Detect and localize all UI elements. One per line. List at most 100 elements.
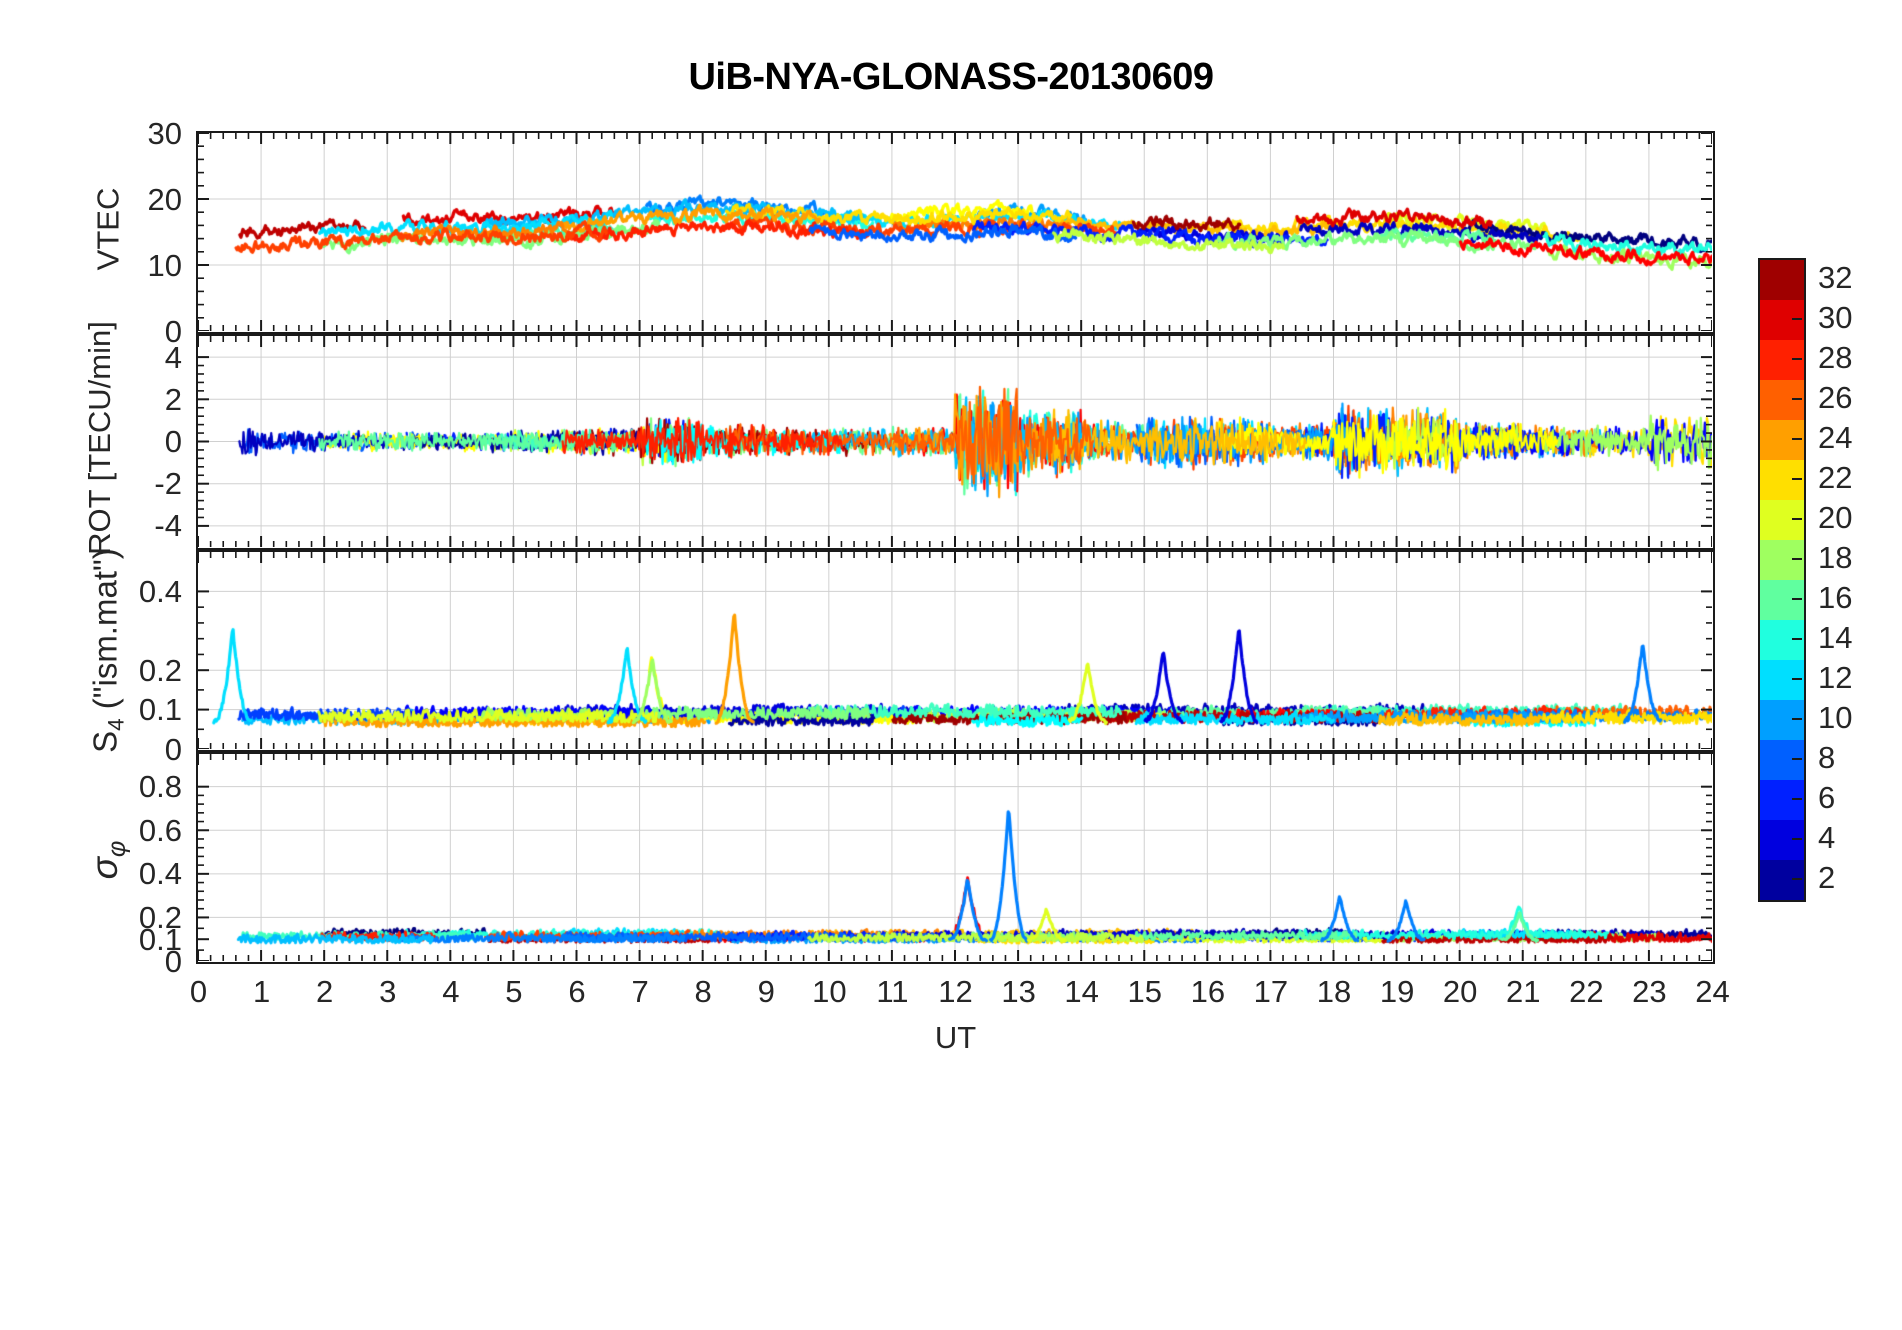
colorbar-band bbox=[1760, 580, 1804, 620]
colorbar-band bbox=[1760, 540, 1804, 580]
colorbar-band bbox=[1760, 660, 1804, 700]
colorbar-tick-mark bbox=[1792, 478, 1802, 480]
colorbar-tick-label: 24 bbox=[1818, 420, 1853, 455]
x-tick-label: 23 bbox=[1632, 974, 1667, 1009]
colorbar-band bbox=[1760, 620, 1804, 660]
panel-s4 bbox=[196, 550, 1715, 752]
x-tick-label: 19 bbox=[1379, 974, 1415, 1009]
colorbar-tick-mark bbox=[1792, 678, 1802, 680]
panel-rot-ytick: 2 bbox=[164, 381, 182, 417]
x-tick-label: 13 bbox=[1001, 974, 1036, 1009]
colorbar-band bbox=[1760, 380, 1804, 420]
panel-s4-ytick: 0.4 bbox=[138, 573, 182, 609]
x-tick-label: 14 bbox=[1064, 974, 1099, 1009]
x-tick-label: 11 bbox=[876, 974, 909, 1009]
colorbar-tick-mark bbox=[1792, 318, 1802, 320]
colorbar-tick-label: 6 bbox=[1818, 780, 1836, 815]
panel-vtec-data bbox=[198, 133, 1712, 331]
panel-sigma_phi-ytick: 0 bbox=[164, 943, 182, 979]
x-tick-label: 1 bbox=[252, 974, 271, 1009]
figure-title: UiB-NYA-GLONASS-20130609 bbox=[688, 56, 1214, 98]
x-tick-label: 8 bbox=[694, 974, 712, 1009]
x-tick-label: 9 bbox=[757, 974, 775, 1009]
colorbar-tick-mark bbox=[1792, 758, 1802, 760]
x-tick-label: 16 bbox=[1190, 974, 1226, 1009]
colorbar-tick-label: 12 bbox=[1818, 660, 1853, 695]
panel-rot-data bbox=[198, 336, 1712, 547]
panel-sigma_phi-ytick: 0.4 bbox=[138, 856, 182, 892]
panel-sigma_phi-ytick: 0.6 bbox=[138, 812, 182, 848]
colorbar-tick-mark bbox=[1792, 598, 1802, 600]
panel-s4-data bbox=[198, 552, 1712, 749]
x-tick-label: 5 bbox=[505, 974, 523, 1009]
colorbar-tick-mark bbox=[1792, 438, 1802, 440]
panel-s4-ytick: 0 bbox=[164, 731, 182, 767]
x-tick-label: 10 bbox=[812, 974, 847, 1009]
panel-sigma_phi-data bbox=[198, 754, 1712, 961]
panel-sigma_phi-ytick: 0.8 bbox=[138, 769, 182, 805]
panel-rot-ytick: 0 bbox=[164, 424, 182, 459]
panel-rot-ytick: -2 bbox=[154, 466, 182, 502]
colorbar-band bbox=[1760, 740, 1804, 780]
colorbar-band bbox=[1760, 300, 1804, 340]
x-tick-label: 18 bbox=[1316, 974, 1352, 1009]
colorbar-band bbox=[1760, 780, 1804, 820]
colorbar-band bbox=[1760, 700, 1804, 740]
x-tick-label: 12 bbox=[938, 974, 973, 1009]
colorbar[interactable] bbox=[1758, 258, 1806, 902]
x-tick-label: 4 bbox=[442, 974, 460, 1009]
colorbar-band bbox=[1760, 820, 1804, 860]
x-tick-label: 20 bbox=[1442, 974, 1478, 1009]
panel-s4-ytick: 0.1 bbox=[138, 692, 182, 728]
panel-vtec-ytick: 0 bbox=[164, 313, 182, 349]
colorbar-tick-label: 14 bbox=[1818, 620, 1853, 655]
colorbar-band bbox=[1760, 260, 1804, 300]
panel-vtec bbox=[196, 131, 1715, 334]
panel-rot bbox=[196, 334, 1715, 550]
x-tick-label: 21 bbox=[1506, 974, 1541, 1009]
panel-vtec-ytick: 20 bbox=[147, 181, 182, 217]
colorbar-tick-label: 30 bbox=[1818, 300, 1853, 335]
colorbar-band bbox=[1760, 460, 1804, 500]
colorbar-band bbox=[1760, 860, 1804, 900]
panel-rot-ytick: 4 bbox=[164, 339, 182, 375]
colorbar-tick-label: 10 bbox=[1818, 700, 1853, 735]
panel-vtec-ytick: 30 bbox=[147, 115, 182, 151]
x-tick-label: 24 bbox=[1695, 974, 1730, 1009]
colorbar-band bbox=[1760, 340, 1804, 380]
colorbar-tick-mark bbox=[1792, 558, 1802, 560]
panel-s4-ytick: 0.2 bbox=[138, 652, 182, 688]
colorbar-tick-mark bbox=[1792, 638, 1802, 640]
panel-sigma_phi-ytick: 0.2 bbox=[138, 899, 182, 935]
colorbar-tick-mark bbox=[1792, 398, 1802, 400]
x-tick-label: 17 bbox=[1253, 974, 1289, 1009]
colorbar-tick-label: 28 bbox=[1818, 340, 1853, 375]
colorbar-tick-mark bbox=[1792, 718, 1802, 720]
colorbar-tick-mark bbox=[1792, 838, 1802, 840]
colorbar-tick-label: 8 bbox=[1818, 740, 1836, 775]
panel-vtec-ytick: 10 bbox=[147, 247, 182, 283]
colorbar-tick-label: 20 bbox=[1818, 500, 1853, 535]
x-tick-label: 3 bbox=[379, 974, 397, 1009]
colorbar-tick-label: 26 bbox=[1818, 380, 1853, 415]
colorbar-tick-mark bbox=[1792, 518, 1802, 520]
colorbar-band bbox=[1760, 500, 1804, 540]
colorbar-tick-label: 32 bbox=[1818, 260, 1853, 295]
x-tick-label: 0 bbox=[189, 974, 208, 1009]
colorbar-tick-label: 2 bbox=[1818, 860, 1836, 895]
x-tick-label: 6 bbox=[568, 974, 586, 1009]
panel-sigma-phi bbox=[196, 752, 1715, 964]
panel-sigma_phi-ytick: 0.1 bbox=[138, 921, 182, 957]
colorbar-band bbox=[1760, 420, 1804, 460]
colorbar-tick-mark bbox=[1792, 798, 1802, 800]
colorbar-tick-label: 22 bbox=[1818, 460, 1853, 495]
x-tick-label: 2 bbox=[316, 974, 334, 1009]
colorbar-tick-mark bbox=[1792, 358, 1802, 360]
panel-rot-ytick: -4 bbox=[154, 508, 182, 544]
panel-sigma-phi-ylabel: σφ bbox=[83, 840, 132, 880]
colorbar-tick-label: 4 bbox=[1818, 820, 1836, 855]
x-tick-label: 22 bbox=[1569, 974, 1604, 1009]
colorbar-tick-mark bbox=[1792, 878, 1802, 880]
x-tick-label: 15 bbox=[1127, 974, 1162, 1009]
